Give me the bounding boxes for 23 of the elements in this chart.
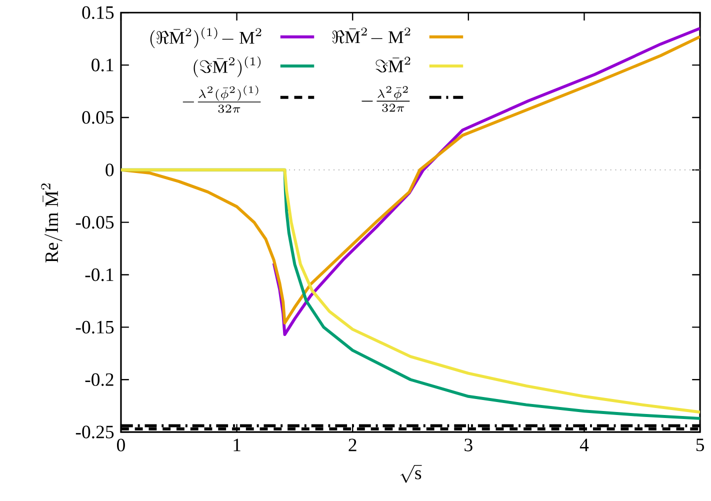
x-tick-label: 3 <box>464 438 472 452</box>
x-tick-label: 1 <box>234 438 240 451</box>
y-tick-label: -0.1 <box>85 268 114 281</box>
y-tick-label: -0.05 <box>76 216 114 228</box>
x-tick-label: 5 <box>696 438 704 451</box>
y-tick-label: -0.25 <box>76 425 114 438</box>
legend-label: $\Im\bar{\mathrm{M}}^2$ <box>376 56 410 72</box>
legend-label: $(\Im\bar{\mathrm{M}}^2)^{(1)}$ <box>194 56 261 78</box>
legend-label: $-\frac{\lambda^2(\bar{\phi}^2)^{(1)}}{32\pi}$ <box>182 85 261 113</box>
y-tick-label: 0.15 <box>82 6 114 19</box>
legend-label: $(\Re\bar{\mathrm{M}}^2)^{(1)}\!-\mathrm{M}^2$ <box>150 26 262 48</box>
legend-label: $-\frac{\lambda^2\bar{\phi}^2}{32\pi}$ <box>362 86 410 112</box>
y-tick-label: -0.15 <box>76 320 114 334</box>
y-tick-label: 0 <box>106 163 114 176</box>
y-tick-label: 0.05 <box>82 110 114 124</box>
x-tick-label: 0 <box>117 438 125 452</box>
x-axis-title: $\sqrt{\mathrm{s}}$ <box>400 464 422 483</box>
x-tick-label: 2 <box>348 438 356 451</box>
y-axis-title: $\mathrm{Re/Im}\;\bar{\mathrm{M}}^2$ <box>41 183 62 262</box>
y-tick-label: -0.2 <box>85 373 114 386</box>
x-tick-label: 4 <box>580 438 589 451</box>
y-tick-label: 0.1 <box>92 58 114 72</box>
legend-label: $\Re\bar{\mathrm{M}}^2\!-\mathrm{M}^2$ <box>332 27 410 44</box>
